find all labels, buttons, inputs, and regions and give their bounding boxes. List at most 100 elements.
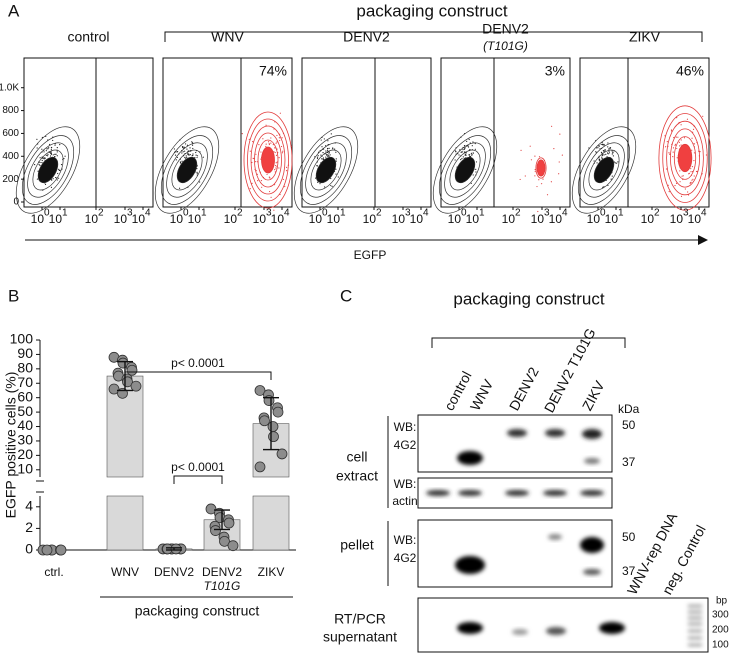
event-dot [257,180,259,182]
data-point [126,364,138,376]
event-dot [550,181,552,183]
event-dot [612,151,614,153]
event-dot [611,150,613,152]
contour [305,142,347,198]
event-dot [691,179,693,181]
event-dot [558,173,560,175]
event-dot [269,177,271,179]
data-point [259,415,270,427]
x-tick-exponent: 1 [618,208,624,219]
density [15,126,81,214]
row-label: RT/PCR [334,611,386,627]
event-dot [691,149,693,151]
size-marker: 100 [712,640,729,651]
event-dot [285,166,288,168]
x-tick-label: 10 [327,212,341,226]
event-dot [608,152,611,154]
event-dot [191,155,193,157]
arrow-head [698,235,708,245]
event-dot [281,137,283,139]
contour [658,105,712,211]
event-dot [43,151,45,153]
event-dot [186,144,189,146]
x-tick-label: 10 [392,212,406,226]
x-tick-label: 10 [531,212,545,226]
event-dot [196,172,198,174]
x-tick-exponent: 3 [405,208,411,219]
event-dot [47,153,49,155]
x-tick-sublabel: T101G [204,579,241,593]
x-tick-exponent: 0 [44,208,50,219]
event-dot [251,161,253,164]
event-dot [189,154,191,156]
contour [666,120,704,196]
event-dot [680,144,682,146]
event-dot [328,151,330,153]
event-dot [471,145,473,147]
event-dot [330,133,332,135]
contour [254,132,282,188]
plot-frame [301,57,432,208]
event-dot [181,152,183,154]
band [599,622,625,634]
event-dot [187,153,189,156]
event-dot [337,176,339,178]
contour [670,128,700,188]
data-point [130,380,142,392]
plot-frame [23,57,154,208]
event-dot [64,155,66,157]
band [458,490,482,496]
x-tick-label: 10 [170,212,184,226]
event-dot [674,144,676,147]
data-point [210,525,221,536]
x-tick-label: 10 [31,212,45,226]
event-dot [316,157,319,160]
ladder [688,605,702,646]
ladder-band [688,623,702,625]
event-dot [284,185,286,188]
event-dot [320,139,322,141]
event-dot [604,149,606,151]
blot [417,519,613,588]
event-dot [52,154,54,156]
event-dot [690,168,692,170]
event-dot [538,156,541,158]
event-dot [182,151,184,153]
x-tick-label: 10 [448,212,462,226]
event-dot [676,147,678,150]
event-dot [330,177,332,180]
event-dot [54,156,56,158]
density [293,126,359,214]
event-dot [282,150,284,152]
data-point [272,406,284,418]
x-tick-label: 10 [688,212,702,226]
event-dot [462,156,464,158]
event-dot [596,147,598,149]
event-dot [41,161,43,164]
event-dot [335,173,337,175]
event-dot [272,143,274,146]
event-dot [47,155,49,157]
event-dot [609,148,611,150]
event-dot [52,139,54,142]
event-dot [461,157,463,160]
event-dot [182,146,184,149]
event-dot [330,184,332,187]
event-dot [559,133,561,135]
event-dot [322,152,324,154]
plot-subtitle: (T101G) [483,39,528,53]
row-label: supernatant [323,629,397,645]
event-dot [181,160,183,162]
size-marker: 200 [712,625,729,636]
event-dot [602,150,605,152]
x-tick-label: ZIKV [258,565,285,579]
event-dot [466,140,468,143]
event-dot [39,164,41,167]
event-dot [558,161,560,163]
event-dot [474,142,476,145]
event-dot [56,147,58,149]
event-dot [464,146,466,149]
y-tick-label: 1.0K [0,82,19,93]
event-dot [189,147,191,149]
